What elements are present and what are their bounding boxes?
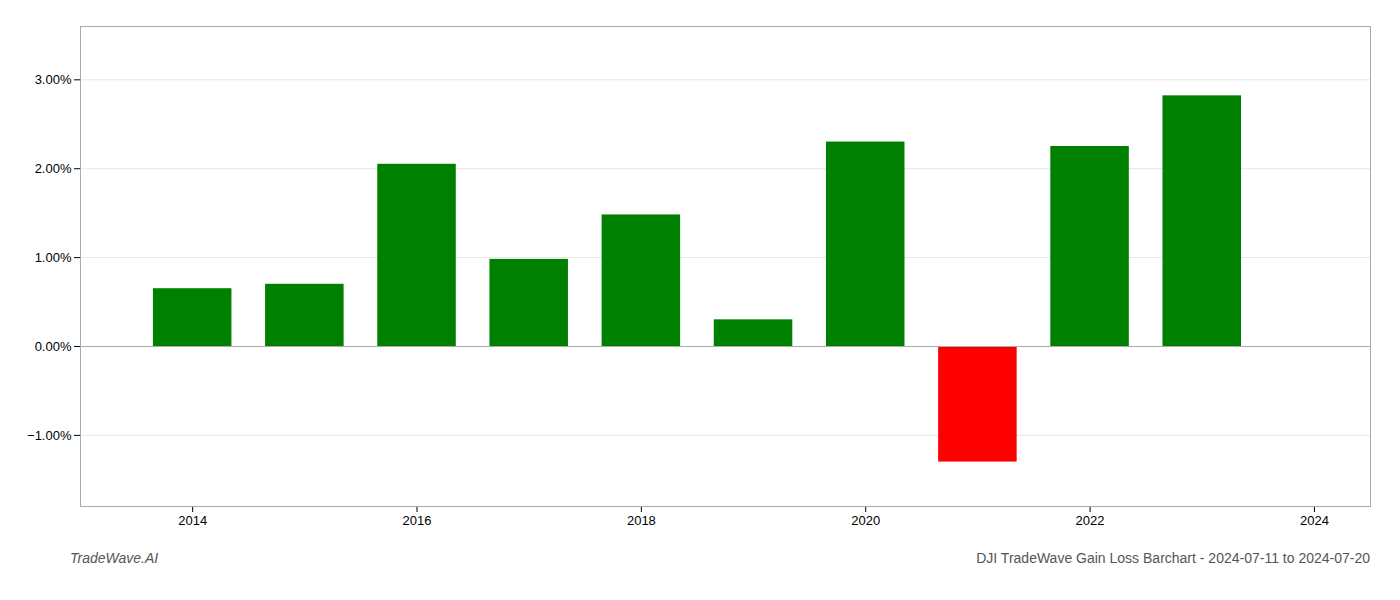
svg-text:2024: 2024 (1300, 513, 1329, 528)
svg-text:2016: 2016 (403, 513, 432, 528)
svg-text:2022: 2022 (1076, 513, 1105, 528)
svg-text:1.00%: 1.00% (35, 250, 72, 265)
svg-text:2.00%: 2.00% (35, 161, 72, 176)
svg-text:2014: 2014 (178, 513, 207, 528)
svg-text:2018: 2018 (627, 513, 656, 528)
html-text:DJI TradeWave Gain Loss Barcha: DJI TradeWave Gain Loss Barchart - 2024-… (976, 550, 1370, 566)
svg-text:2020: 2020 (851, 513, 880, 528)
svg-text:−1.00%: −1.00% (27, 428, 72, 443)
html-text:TradeWave.AI: TradeWave.AI (70, 550, 159, 566)
svg-text:3.00%: 3.00% (35, 72, 72, 87)
svg-text:0.00%: 0.00% (35, 339, 72, 354)
